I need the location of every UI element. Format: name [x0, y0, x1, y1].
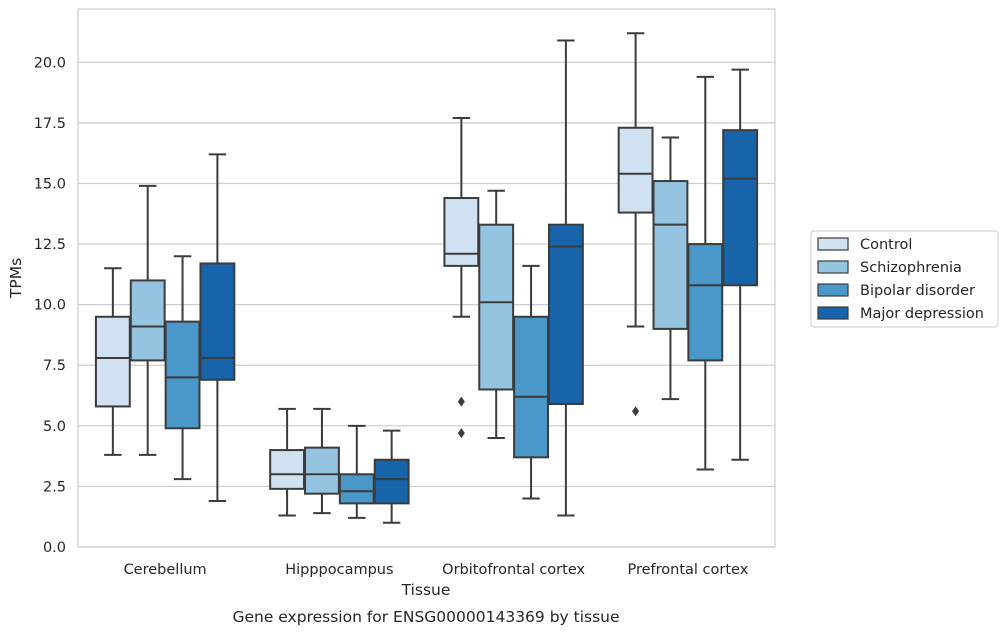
iqr-box	[617, 126, 654, 214]
y-tick-label: 15.0	[34, 176, 66, 192]
x-axis-label: Tissue	[401, 581, 451, 599]
y-tick-label: 5.0	[43, 419, 66, 435]
iqr-box	[722, 129, 759, 287]
iqr-box	[338, 473, 375, 505]
y-tick-label: 7.5	[43, 358, 66, 374]
series-schizophrenia	[129, 136, 689, 515]
legend-swatch	[817, 283, 849, 297]
iqr-box	[652, 180, 689, 330]
chart-caption: Gene expression for ENSG00000143369 by t…	[232, 608, 619, 626]
legend-frame	[810, 230, 999, 328]
y-tick-label: 12.5	[34, 237, 66, 253]
iqr-box	[164, 320, 201, 430]
box-series	[94, 32, 759, 524]
x-tick-label: Orbitofrontal cortex	[442, 562, 585, 578]
iqr-box	[547, 223, 584, 406]
iqr-box	[443, 197, 480, 267]
iqr-box	[373, 458, 410, 505]
legend-label: Schizophrenia	[860, 260, 962, 276]
iqr-box	[269, 449, 306, 490]
legend-swatch	[817, 306, 849, 320]
series-major-depression	[199, 39, 759, 524]
outlier-point	[457, 396, 465, 407]
x-tick-label: Prefrontal cortex	[627, 562, 748, 578]
y-tick-label: 2.5	[43, 479, 66, 495]
y-tick-label: 17.5	[34, 116, 66, 132]
legend-swatch	[817, 260, 849, 274]
y-axis-label: TPMs	[7, 258, 25, 299]
legend-items: Control Schizophrenia Bipolar disorder Majo…	[817, 237, 984, 322]
x-axis-ticks: Cerebellum Hipppocampus Orbitofrontal cort…	[124, 562, 749, 578]
y-tick-label: 0.0	[43, 540, 66, 556]
x-tick-label: Hipppocampus	[285, 562, 393, 578]
iqr-box	[513, 315, 549, 459]
plot-frame	[77, 8, 776, 548]
legend-label: Major depression	[860, 306, 984, 322]
iqr-box	[478, 223, 515, 391]
y-tick-label: 10.0	[34, 298, 66, 314]
iqr-box	[199, 262, 236, 381]
iqr-box	[304, 446, 340, 495]
y-axis-ticks: 0.0 2.5 5.0 7.5 10.0 12.5 15.0 17.5 20.0	[34, 55, 66, 556]
series-bipolar-disorder	[164, 75, 724, 519]
legend: Control Schizophrenia Bipolar disorder Majo…	[810, 230, 999, 328]
outlier-point	[457, 428, 465, 439]
legend-label: Control	[860, 237, 912, 253]
legend-label: Bipolar disorder	[860, 283, 975, 299]
series-control	[94, 32, 654, 517]
legend-swatch	[817, 237, 849, 251]
iqr-box	[129, 279, 166, 362]
y-tick-label: 20.0	[34, 55, 66, 71]
iqr-box	[94, 315, 131, 408]
iqr-box	[687, 243, 724, 362]
outlier-point	[632, 406, 640, 417]
x-tick-label: Cerebellum	[124, 562, 207, 578]
